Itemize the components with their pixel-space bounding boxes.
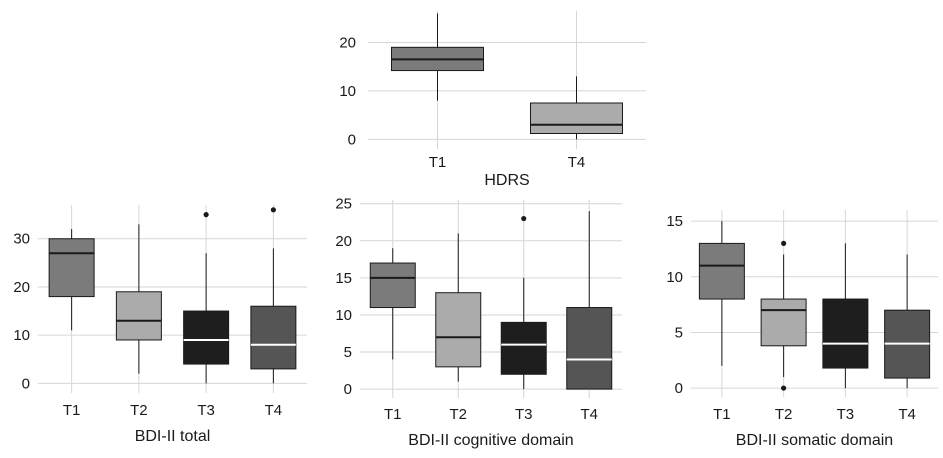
outlier-point [203, 212, 209, 218]
x-tick-label: T4 [265, 402, 283, 419]
x-tick-label: T2 [775, 406, 793, 423]
x-tick-label: T4 [898, 406, 916, 423]
box-iqr [48, 238, 95, 298]
box-iqr [183, 310, 230, 365]
box-iqr [822, 298, 869, 369]
y-tick-label: 20 [339, 34, 356, 51]
y-tick-label: 30 [13, 231, 30, 248]
x-axis-label: BDI-II cognitive domain [408, 432, 573, 449]
x-tick-label: T1 [429, 154, 447, 171]
boxplot-panel-2: 0 10 20 30 T1 T2 T3 T4 BDI-II total [13, 205, 307, 445]
outlier-point [781, 240, 787, 246]
y-tick-label: 10 [666, 269, 683, 286]
box-T3 [183, 212, 230, 384]
y-tick-label: 10 [339, 83, 356, 100]
box-T4 [566, 211, 613, 390]
x-tick-label: T2 [449, 406, 467, 423]
box-T1 [369, 248, 416, 360]
y-tick-label: 0 [22, 375, 30, 392]
box-iqr [500, 321, 547, 375]
box-T2 [435, 233, 482, 382]
box-T4 [250, 207, 297, 384]
outlier-point [521, 215, 527, 222]
box-iqr [250, 305, 297, 370]
outlier-point [270, 207, 276, 213]
y-tick-label: 10 [335, 307, 352, 324]
x-tick-label: T4 [580, 406, 598, 423]
x-axis-label: BDI-II total [135, 428, 211, 445]
box-iqr [566, 307, 613, 390]
box-iqr [115, 291, 162, 341]
x-tick-label: T3 [837, 406, 855, 423]
box-iqr [369, 262, 416, 309]
box-T1 [48, 229, 95, 331]
y-tick-label: 0 [344, 381, 352, 398]
box-T2 [115, 224, 162, 374]
x-tick-label: T1 [384, 406, 402, 423]
y-tick-label: 20 [335, 233, 352, 250]
box-iqr [530, 102, 623, 135]
box-T4 [530, 76, 623, 140]
box-iqr [435, 292, 482, 368]
y-tick-label: 0 [348, 131, 356, 148]
y-tick-label: 0 [675, 380, 683, 397]
x-tick-label: T3 [197, 402, 215, 419]
y-tick-label: 5 [675, 324, 683, 341]
box-T2 [760, 240, 807, 391]
y-tick-label: 20 [13, 279, 30, 296]
x-axis-label: BDI-II somatic domain [736, 432, 893, 449]
box-T3 [500, 215, 547, 390]
x-tick-label: T1 [63, 402, 81, 419]
x-tick-label: T1 [713, 406, 731, 423]
y-tick-label: 25 [335, 196, 352, 213]
y-tick-label: 5 [344, 344, 352, 361]
box-iqr [698, 242, 745, 300]
box-T3 [822, 243, 869, 389]
boxplot-panel-4: 0 5 10 15 T1 T2 T3 T4 BDI-II somatic domain [666, 210, 938, 449]
x-tick-label: T4 [568, 154, 586, 171]
boxplot-panel-1: 0 10 20 T1 T4 HDRS [339, 11, 646, 189]
y-tick-label: 15 [335, 270, 352, 287]
box-iqr [760, 298, 807, 347]
y-tick-label: 15 [666, 213, 683, 230]
x-tick-label: T3 [515, 406, 533, 423]
box-T1 [391, 13, 484, 101]
boxplot-panel-3: 0 5 10 15 20 25 T1 T2 T3 T4 BDI-II cognitive domai… [335, 196, 622, 449]
box-T1 [698, 221, 745, 366]
x-tick-label: T2 [130, 402, 148, 419]
x-axis-label: HDRS [484, 172, 529, 189]
outlier-point [781, 385, 787, 391]
y-tick-label: 10 [13, 327, 30, 344]
box-T4 [884, 254, 931, 389]
